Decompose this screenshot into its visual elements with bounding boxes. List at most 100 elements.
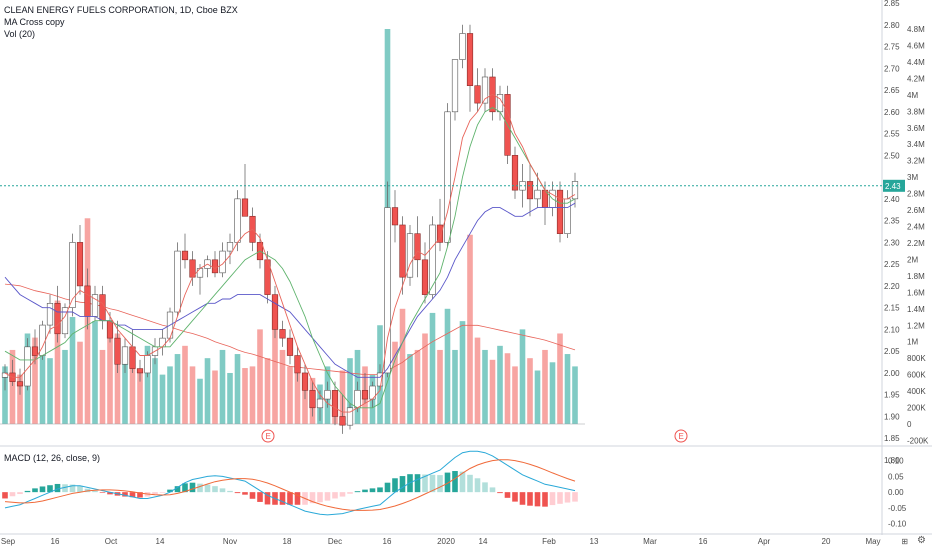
volume-bar xyxy=(452,349,458,424)
volume-bar xyxy=(144,345,151,424)
candle xyxy=(129,329,136,373)
volume-bar xyxy=(392,341,398,424)
candle-body xyxy=(69,242,76,308)
macd-histogram-bar xyxy=(227,490,233,493)
candle xyxy=(361,372,369,404)
volume-bar xyxy=(129,362,136,424)
volume-tick-label: 3.2M xyxy=(907,157,925,166)
candle-body xyxy=(301,372,309,391)
candle-body xyxy=(534,189,541,200)
macd-histogram-bar xyxy=(444,472,451,493)
volume-tick-label: 2M xyxy=(907,255,918,264)
volume-tick-label: 1.8M xyxy=(907,272,925,281)
volume-bar xyxy=(9,349,16,424)
volume-bar xyxy=(264,358,271,424)
macd-histogram-bar xyxy=(317,492,323,503)
volume-bar xyxy=(69,317,76,424)
candle-body xyxy=(384,207,391,374)
ma-slow-line xyxy=(4,202,576,378)
earnings-marker: E xyxy=(674,429,688,443)
macd-tick-label: -0.05 xyxy=(888,504,907,513)
volume-bar xyxy=(219,349,226,424)
volume-bar xyxy=(489,359,496,424)
candle-body xyxy=(76,242,84,287)
candle xyxy=(466,24,474,112)
candle-body xyxy=(564,198,571,234)
volume-tick-label: 3.6M xyxy=(907,124,925,133)
macd-histogram-bar xyxy=(534,492,541,507)
candle-body xyxy=(16,381,24,387)
macd-tick-label: -0.10 xyxy=(888,520,907,529)
price-tick-label: 2.75 xyxy=(884,43,900,52)
volume-bar xyxy=(39,345,46,424)
settings-gear-icon[interactable]: ⚙ xyxy=(917,535,926,546)
price-tick-label: 2.35 xyxy=(884,217,900,226)
candle xyxy=(219,242,226,278)
date-range-button[interactable]: ⊞ xyxy=(901,537,908,546)
candle-body xyxy=(526,181,534,200)
price-tick-label: 1.95 xyxy=(884,391,900,400)
volume-bar xyxy=(399,308,406,424)
candle-body xyxy=(391,207,399,226)
candle-body xyxy=(474,85,481,104)
candle xyxy=(279,320,286,347)
candle xyxy=(399,216,406,295)
candle-body xyxy=(354,390,361,409)
macd-histogram-bar xyxy=(362,489,368,493)
candle xyxy=(556,181,564,243)
macd-histogram-bar xyxy=(54,483,61,493)
volume-bar xyxy=(54,300,61,424)
candle-body xyxy=(459,33,466,60)
candle xyxy=(24,338,31,391)
candle-body xyxy=(271,294,279,330)
candle xyxy=(444,103,451,247)
date-tick-label: 18 xyxy=(283,537,292,546)
macd-histogram-bar xyxy=(489,487,496,493)
volume-tick-label: 4.4M xyxy=(907,58,925,67)
price-tick-label: 2.15 xyxy=(884,304,900,313)
volume-bar xyxy=(174,354,181,424)
macd-histogram-bar xyxy=(392,478,398,493)
volume-bar xyxy=(474,337,481,424)
macd-histogram-bar xyxy=(564,492,571,503)
date-tick-label: 16 xyxy=(51,537,60,546)
date-tick-label: Nov xyxy=(223,537,237,546)
macd-histogram-bar xyxy=(197,483,203,493)
macd-histogram-bar xyxy=(32,488,38,493)
candle-body xyxy=(451,59,459,113)
volume-bar xyxy=(17,374,23,424)
macd-histogram-bar xyxy=(287,492,293,505)
macd-histogram-bar xyxy=(249,492,256,499)
volume-bar xyxy=(257,329,263,424)
date-tick-label: 14 xyxy=(156,537,165,546)
volume-bar xyxy=(204,358,211,424)
candle xyxy=(481,68,489,112)
volume-tick-label: -200K xyxy=(907,436,929,445)
indicator-volume[interactable]: Vol (20) xyxy=(4,29,36,39)
volume-bar xyxy=(227,372,233,424)
candle xyxy=(226,233,234,265)
candle-body xyxy=(159,337,166,348)
macd-histogram-bar xyxy=(332,492,338,499)
macd-histogram-bar xyxy=(504,492,511,498)
volume-bar xyxy=(519,329,526,424)
macd-signal-line xyxy=(4,459,576,511)
volume-tick-label: 3M xyxy=(907,173,918,182)
candle-body xyxy=(361,390,369,400)
macd-histogram-bar xyxy=(459,471,466,493)
volume-bar xyxy=(542,349,548,424)
date-tick-label: 13 xyxy=(590,537,599,546)
macd-histogram-bar xyxy=(107,492,113,495)
volume-bar xyxy=(242,368,248,424)
macd-histogram-bar xyxy=(69,484,76,493)
macd-legend[interactable]: MACD (12, 26, close, 9) xyxy=(4,453,101,463)
indicator-ma-cross[interactable]: MA Cross copy xyxy=(4,17,65,27)
volume-bar xyxy=(482,349,488,424)
candle xyxy=(421,242,429,304)
macd-histogram-bar xyxy=(39,486,46,493)
volume-bar xyxy=(77,341,83,424)
candle-body xyxy=(331,390,339,417)
candle-body xyxy=(376,372,384,387)
